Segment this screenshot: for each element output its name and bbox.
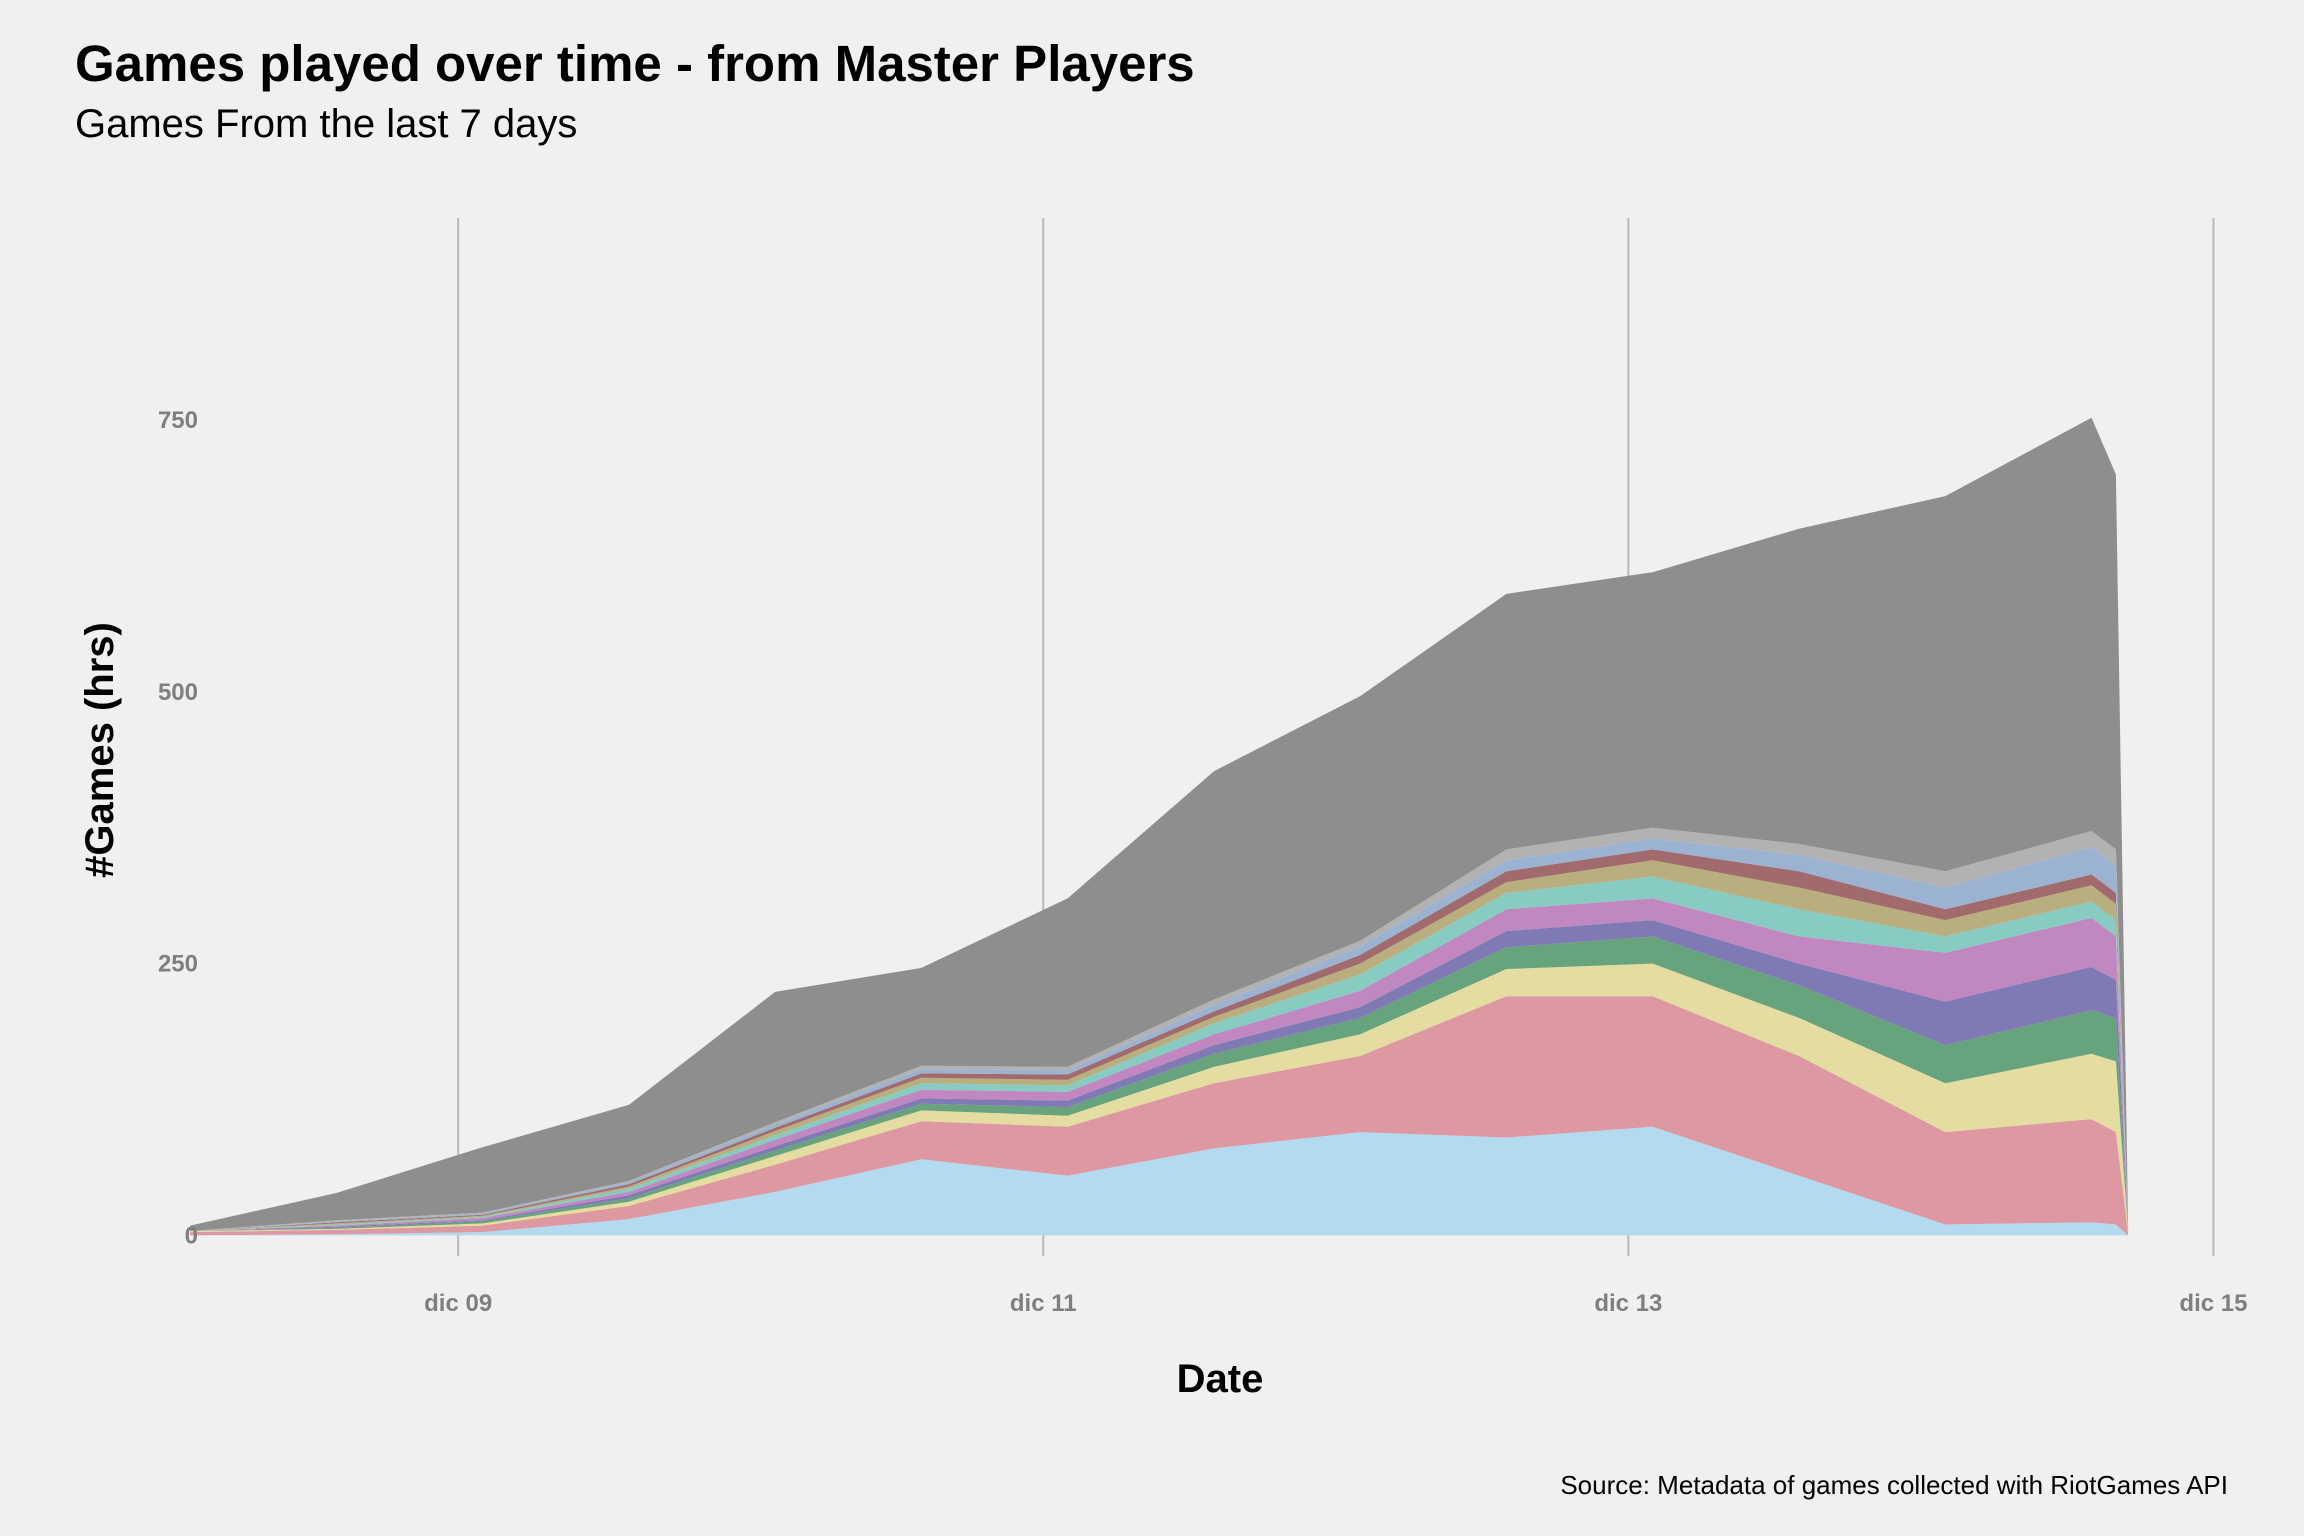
y-tick-labels: 0 250 500 750 — [158, 407, 198, 1249]
x-axis-title: Date — [1177, 1357, 1264, 1401]
x-tick-label: dic 15 — [2179, 1290, 2247, 1317]
area-series-6 — [190, 898, 2129, 1233]
y-tick-label: 500 — [158, 679, 198, 706]
x-tick-label: dic 09 — [424, 1290, 492, 1317]
stacked-areas — [190, 417, 2129, 1236]
y-tick-label: 250 — [158, 951, 198, 978]
area-series-2 — [190, 996, 2129, 1236]
x-tick-label: dic 13 — [1594, 1290, 1662, 1317]
area-series-4 — [190, 936, 2129, 1233]
chart-subtitle: Games From the last 7 days — [75, 102, 578, 146]
area-series-10 — [190, 838, 2129, 1231]
y-axis-title: #Games (hrs) — [78, 622, 122, 878]
area-series-7 — [190, 876, 2129, 1231]
y-tick-label: 750 — [158, 407, 198, 434]
chart-title: Games played over time - from Master Pla… — [75, 35, 1195, 92]
area-series-1 — [190, 1126, 2129, 1236]
area-series-8 — [190, 860, 2129, 1231]
area-series-12 — [190, 417, 2129, 1231]
y-tick-label: 0 — [185, 1222, 198, 1249]
x-tick-label: dic 11 — [1010, 1290, 1077, 1317]
x-tick-labels: dic 09 dic 11 dic 13 dic 15 — [424, 1290, 2247, 1317]
chart-caption: Source: Metadata of games collected with… — [1560, 1470, 2228, 1500]
area-series-9 — [190, 849, 2129, 1231]
area-series-3 — [190, 963, 2129, 1234]
